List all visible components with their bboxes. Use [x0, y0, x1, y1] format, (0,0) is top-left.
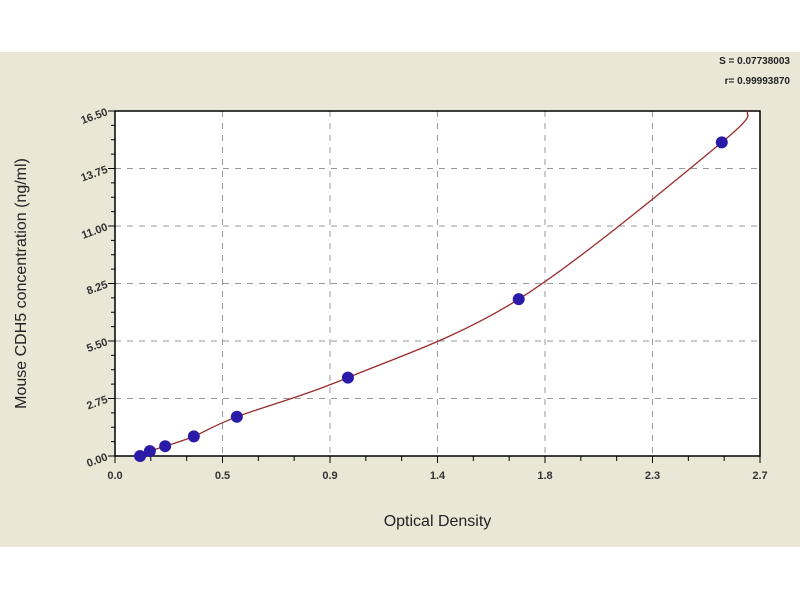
data-point	[134, 450, 147, 462]
data-point	[187, 430, 200, 443]
y-tick-label: 11.00	[80, 221, 109, 241]
data-point	[512, 293, 525, 306]
chart-frame: S = 0.07738003 r= 0.99993870 0.0 0.5 0.9 1.…	[0, 52, 800, 547]
y-tick-label: 2.75	[85, 394, 109, 413]
x-tick-label: 2.7	[752, 470, 767, 482]
y-axis-label: Mouse CDH5 concentration (ng/ml)	[13, 158, 30, 409]
fit-curve	[139, 110, 749, 457]
data-point	[159, 440, 172, 453]
data-point	[715, 136, 728, 149]
y-tick-label: 16.50	[79, 106, 109, 127]
data-point	[341, 371, 354, 384]
x-axis-label: Optical Density	[384, 513, 492, 530]
y-tick-label: 8.25	[85, 279, 109, 298]
x-tick-label: 1.4	[430, 470, 446, 482]
x-tick-label: 2.3	[645, 470, 660, 482]
x-tick-label: 0.5	[215, 470, 230, 482]
x-tick-label: 0.9	[322, 470, 337, 482]
fit-s-value: S = 0.07738003	[719, 56, 790, 67]
x-tick-label: 1.8	[537, 470, 552, 482]
y-tick-label: 13.75	[79, 164, 109, 185]
fit-r-value: r= 0.99993870	[724, 76, 790, 87]
standard-curve-chart: 0.0 0.5 0.9 1.4 1.8 2.3 2.7 0.00 2.75 5.50 8.25 11.…	[13, 106, 768, 530]
x-tick-label: 0.0	[107, 470, 122, 482]
y-tick-label: 0.00	[85, 451, 109, 470]
data-point	[143, 445, 156, 458]
y-tick-label: 5.50	[85, 336, 109, 355]
data-point	[230, 410, 243, 423]
